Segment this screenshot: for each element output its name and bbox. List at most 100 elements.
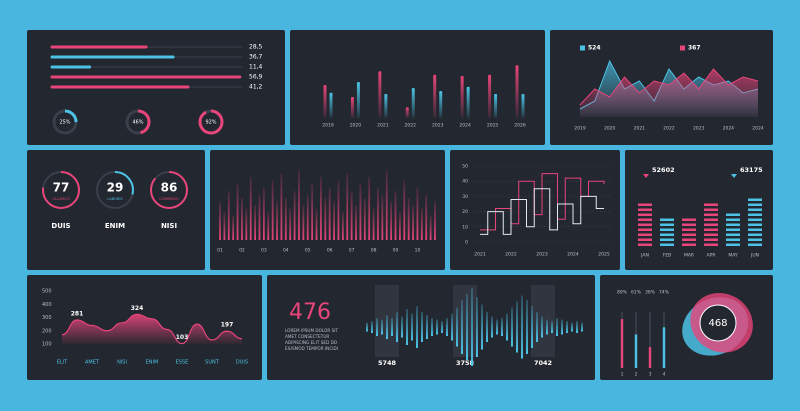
bar (258, 194, 261, 240)
y-tick-label: 50 (462, 164, 468, 170)
wave-bar (371, 321, 373, 333)
bar (634, 334, 638, 368)
x-tick-label: 02 (239, 248, 245, 254)
x-tick-label: 2024 (723, 126, 735, 132)
big-number: 476 (289, 300, 331, 325)
bar (521, 94, 525, 118)
bar (363, 198, 366, 240)
donut-label: 46% (132, 120, 143, 126)
x-tick-label: ELIT (57, 360, 68, 366)
donut-sublabel: COMMODO (159, 197, 179, 201)
step-line (480, 188, 604, 235)
value-label: 36,7 (249, 54, 263, 61)
wave-bar (411, 313, 413, 341)
value-label: 56,9 (249, 74, 263, 81)
wave-bar (581, 322, 583, 332)
bar (262, 187, 265, 240)
y-tick-label: 200 (42, 328, 52, 334)
x-tick-label: MAY (728, 253, 738, 259)
area (62, 314, 242, 344)
wave-bar (401, 316, 403, 338)
y-tick-label: 20 (462, 209, 468, 215)
wave-bar (471, 288, 473, 366)
wave-bar (456, 307, 458, 347)
panel (27, 150, 205, 270)
bar (311, 184, 314, 240)
bar (346, 173, 349, 240)
body-text: LOREM IPSUM DOLOR SIT (285, 328, 339, 333)
bar (368, 177, 371, 240)
bar (293, 191, 296, 240)
bar (227, 191, 230, 240)
wave-bar (551, 321, 553, 333)
wave-bar (556, 318, 558, 336)
body-text: ADIPISCING ELIT SED DO (285, 340, 338, 345)
bar (320, 177, 322, 240)
wave-bar (566, 321, 568, 333)
bar (384, 94, 388, 118)
blob-core (699, 304, 737, 342)
donut-sublabel: LABORIS (107, 197, 123, 201)
wave-bar (436, 319, 438, 335)
x-tick-label: DUIS (236, 360, 248, 366)
x-tick-label: 03 (261, 248, 267, 254)
bar (350, 97, 354, 118)
y-tick-label: 500 (42, 289, 52, 295)
bar (306, 194, 309, 240)
donut-title: DUIS (51, 222, 70, 230)
bar (433, 74, 437, 118)
bar (429, 215, 432, 240)
legend-swatch (680, 45, 685, 51)
bar (494, 94, 498, 118)
line (579, 59, 759, 110)
x-tick-label: SUNT (205, 360, 220, 366)
wave-bar (491, 316, 493, 338)
y-tick-label: 0 (465, 240, 468, 246)
wave-bar (496, 319, 498, 335)
wave-bar (571, 322, 573, 332)
x-tick-label: 4 (663, 372, 666, 378)
bar (298, 170, 300, 240)
area (580, 69, 758, 117)
x-tick-label: 07 (349, 248, 355, 254)
wave-bar (391, 318, 393, 336)
x-tick-label: 05 (305, 248, 311, 254)
x-tick-label: 2025 (487, 123, 499, 129)
legend-marker (731, 174, 737, 178)
wave-bar (516, 301, 518, 353)
wave-bar (476, 297, 478, 357)
wave-bar (396, 312, 398, 342)
value-label: 28,5 (249, 44, 263, 51)
x-tick-label: 2022 (405, 123, 417, 129)
bar (420, 208, 423, 240)
wave-bar (431, 318, 433, 336)
donut-arc (125, 109, 151, 135)
legend-label: 524 (588, 45, 601, 52)
value-label: 11,4 (249, 64, 263, 71)
value-label: 41,2 (249, 84, 263, 91)
x-tick-label: JAN (640, 253, 649, 259)
wave-bar (426, 315, 428, 339)
donut-arc (150, 171, 188, 209)
x-tick-label: 04 (283, 248, 289, 254)
value-label: 74% (659, 290, 670, 296)
bar (323, 85, 327, 118)
bar (359, 184, 362, 240)
bar (219, 201, 221, 240)
x-tick-label: 2024 (567, 252, 579, 258)
donut-value: 29 (107, 181, 124, 195)
wave-label: 7042 (534, 359, 552, 367)
annotation: 197 (221, 322, 234, 329)
bar (236, 184, 239, 240)
legend-label: 52602 (652, 166, 675, 174)
bar (377, 187, 379, 240)
bar (302, 205, 305, 240)
wave-bar (376, 318, 378, 336)
wave-bar (446, 318, 448, 336)
y-tick-label: 300 (42, 315, 52, 321)
x-tick-label: JUN (750, 253, 759, 259)
annotation: 324 (131, 305, 144, 312)
donut-label: 25% (59, 120, 70, 126)
wave-label: 5748 (378, 359, 397, 367)
x-tick-label: 2 (635, 372, 638, 378)
